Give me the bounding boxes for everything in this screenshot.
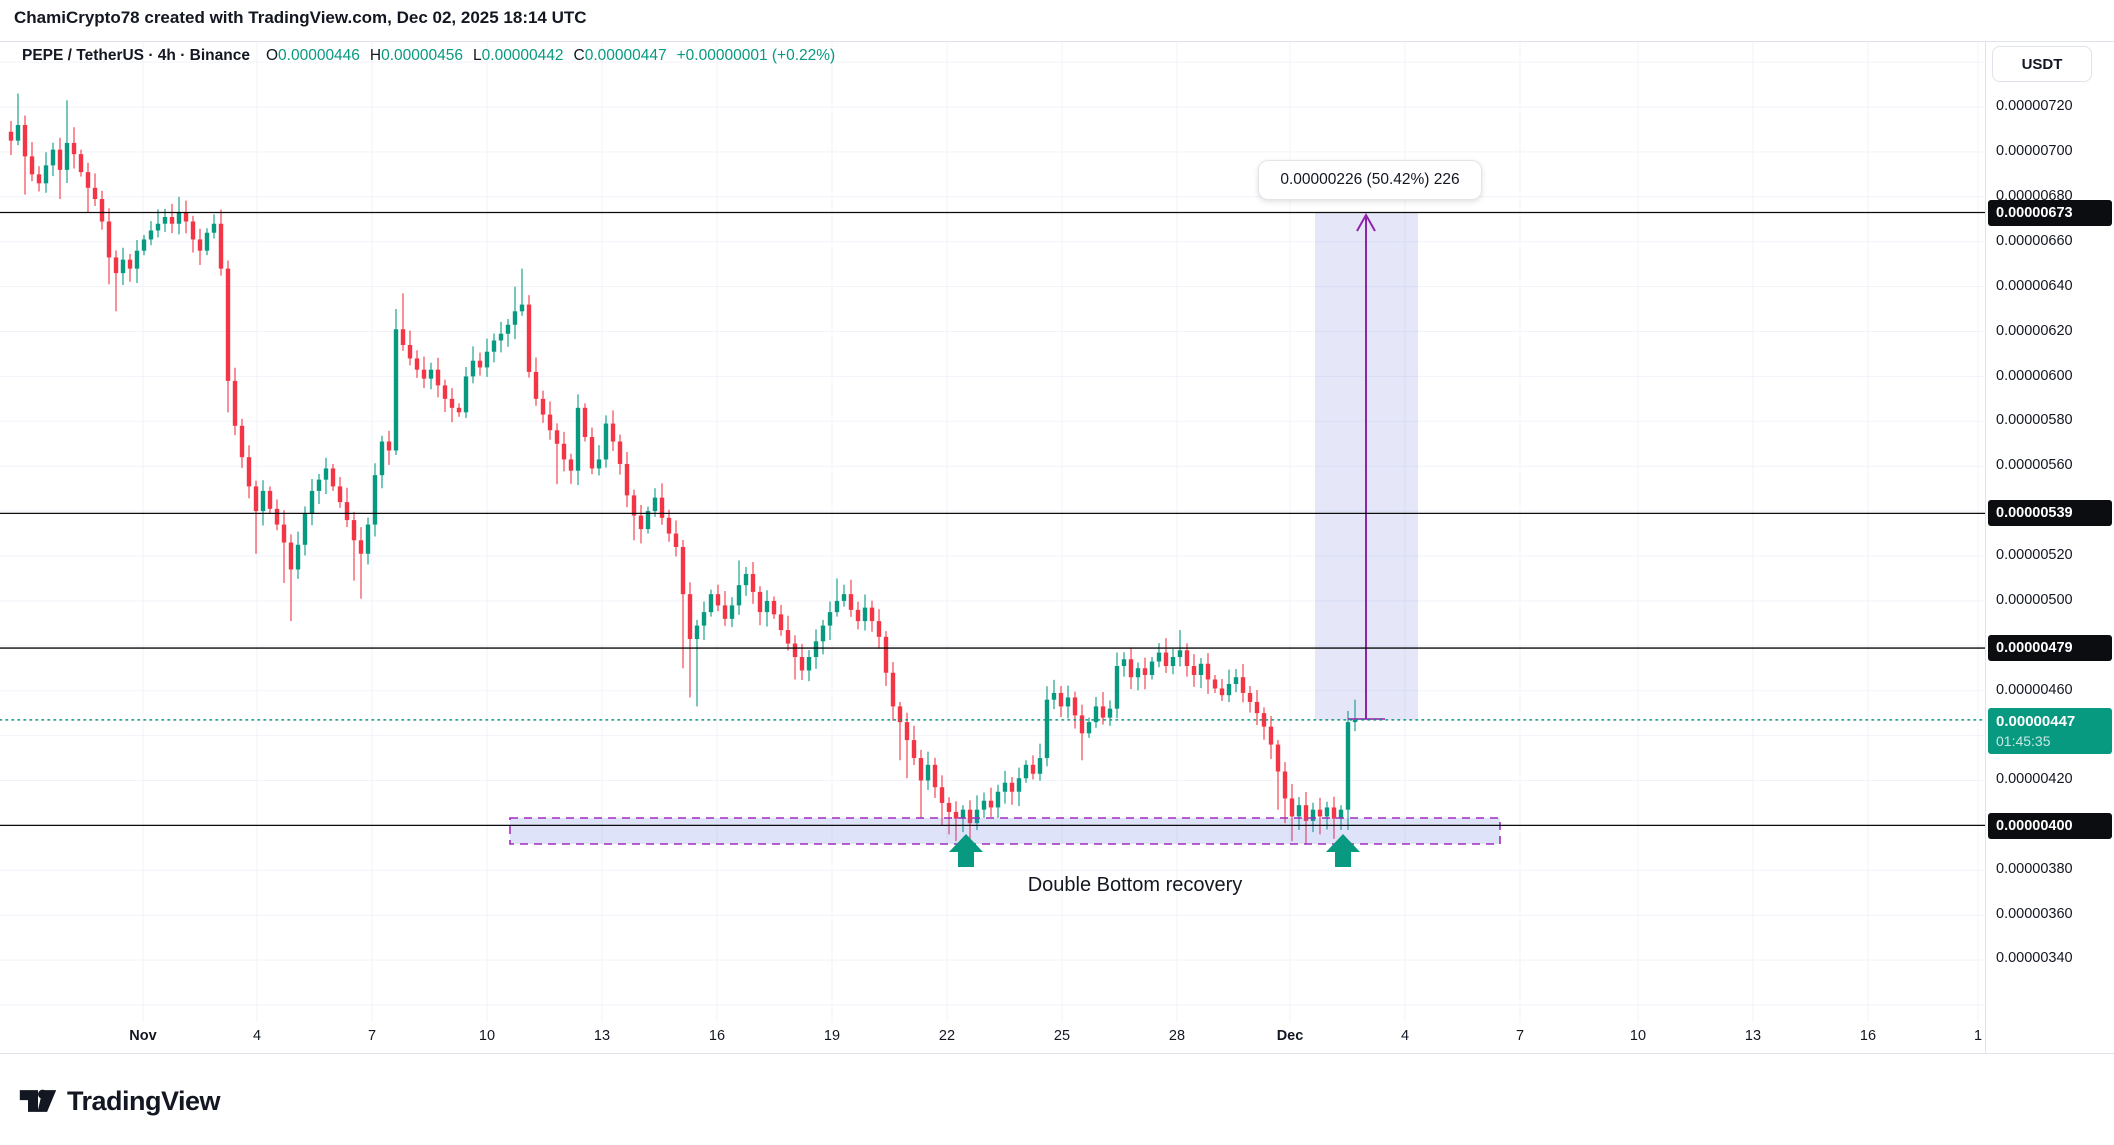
price-tick-label: 0.00000340	[1996, 950, 2073, 966]
tradingview-logo-icon	[19, 1089, 57, 1112]
tradingview-logo[interactable]: TradingView	[18, 1082, 221, 1120]
price-tick-label: 0.00000380	[1996, 861, 2073, 877]
time-tick-label: 28	[1168, 1028, 1186, 1044]
time-tick-label: 22	[938, 1028, 956, 1044]
time-tick-label: 19	[823, 1028, 841, 1044]
price-tick-label: 0.00000360	[1996, 906, 2073, 922]
price-tick-label: 0.00000460	[1996, 682, 2073, 698]
time-tick-label: 25	[1053, 1028, 1071, 1044]
legend-change: +0.00000001 (+0.22%)	[676, 47, 836, 64]
price-tick-label: 0.00000560	[1996, 457, 2073, 473]
price-tick-label: 0.00000700	[1996, 143, 2073, 159]
attribution-text: ChamiCrypto78 created with TradingView.c…	[14, 8, 587, 27]
time-tick-label: 4	[1400, 1028, 1410, 1044]
time-tick-label: 16	[708, 1028, 726, 1044]
price-tick-label: 0.00000520	[1996, 547, 2073, 563]
currency-toggle-button[interactable]: USDT	[1992, 46, 2092, 82]
symbol-title[interactable]: PEPE / TetherUS · 4h · Binance	[22, 47, 250, 64]
price-tick-label: 0.00000640	[1996, 278, 2073, 294]
price-scale-divider	[1985, 42, 1986, 1053]
time-tick-label: 13	[593, 1028, 611, 1044]
price-line-label: 0.00000479	[1988, 635, 2112, 661]
candle-countdown: 01:45:35	[1996, 733, 2051, 749]
price-tick-label: 0.00000420	[1996, 771, 2073, 787]
current-price-value: 0.00000447	[1996, 713, 2076, 730]
time-tick-label: 7	[367, 1028, 377, 1044]
price-line-label: 0.00000400	[1988, 813, 2112, 839]
time-tick-label: 10	[478, 1028, 496, 1044]
legend-close: C0.00000447	[573, 47, 667, 64]
time-tick-label: 4	[252, 1028, 262, 1044]
price-tick-label: 0.00000500	[1996, 592, 2073, 608]
price-tick-label: 0.00000580	[1996, 412, 2073, 428]
header-divider	[0, 41, 2114, 42]
price-tick-label: 0.00000620	[1996, 323, 2073, 339]
double-bottom-annotation-text[interactable]: Double Bottom recovery	[1027, 874, 1243, 896]
time-tick-label: 1	[1973, 1028, 1983, 1044]
time-tick-label: 16	[1859, 1028, 1877, 1044]
time-tick-label: Dec	[1276, 1028, 1304, 1044]
measurement-tooltip: 0.00000226 (50.42%) 226	[1258, 160, 1482, 200]
time-scale-divider	[0, 1053, 2114, 1054]
double-bottom-band[interactable]	[509, 817, 1501, 845]
price-tick-label: 0.00000720	[1996, 98, 2073, 114]
time-tick-label: 7	[1515, 1028, 1525, 1044]
tradingview-logo-word: TradingView	[67, 1085, 221, 1116]
legend-high: H0.00000456	[369, 47, 464, 64]
legend-open: O0.00000446	[265, 47, 360, 64]
current-price-label: 0.00000447 01:45:35	[1988, 708, 2112, 754]
symbol-legend: PEPE / TetherUS · 4h · Binance O0.000004…	[22, 47, 835, 65]
legend-low: L0.00000442	[473, 47, 564, 64]
price-line-label: 0.00000673	[1988, 200, 2112, 226]
price-tick-label: 0.00000660	[1996, 233, 2073, 249]
time-tick-label: 13	[1744, 1028, 1762, 1044]
up-arrow-marker[interactable]	[949, 834, 983, 867]
price-line-label: 0.00000539	[1988, 500, 2112, 526]
time-tick-label: 10	[1629, 1028, 1647, 1044]
time-tick-label: Nov	[129, 1028, 157, 1044]
price-tick-label: 0.00000600	[1996, 368, 2073, 384]
up-arrow-marker[interactable]	[1326, 834, 1360, 867]
